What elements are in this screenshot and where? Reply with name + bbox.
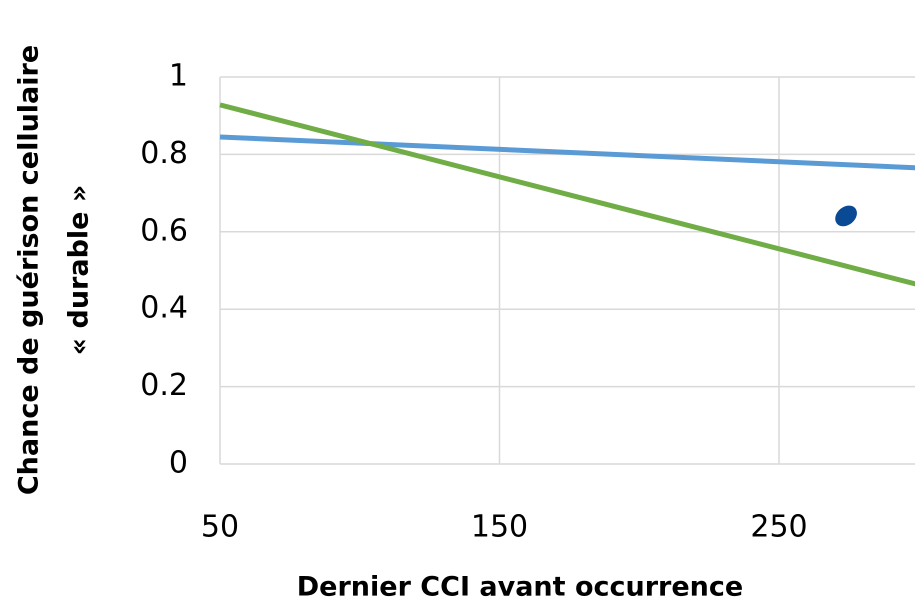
y-tick-label: 0.4 [140, 291, 188, 326]
y-tick-label: 1 [169, 59, 188, 94]
y-axis-title: Chance de guérison cellulaire [14, 45, 45, 495]
x-axis-title: Dernier CCI avant occurrence [297, 572, 743, 603]
y-tick-label: 0.8 [140, 136, 188, 171]
x-tick-label: 150 [471, 510, 528, 545]
trend-line [219, 102, 915, 287]
x-tick-label: 50 [201, 510, 239, 545]
y-axis-title: « durable » [64, 185, 95, 356]
y-tick-label: 0.6 [140, 213, 188, 248]
trend-line [219, 134, 915, 171]
x-tick-label: 250 [750, 510, 807, 545]
data-point [835, 205, 857, 227]
y-tick-label: 0.2 [140, 368, 188, 403]
y-tick-label: 0 [169, 446, 188, 481]
